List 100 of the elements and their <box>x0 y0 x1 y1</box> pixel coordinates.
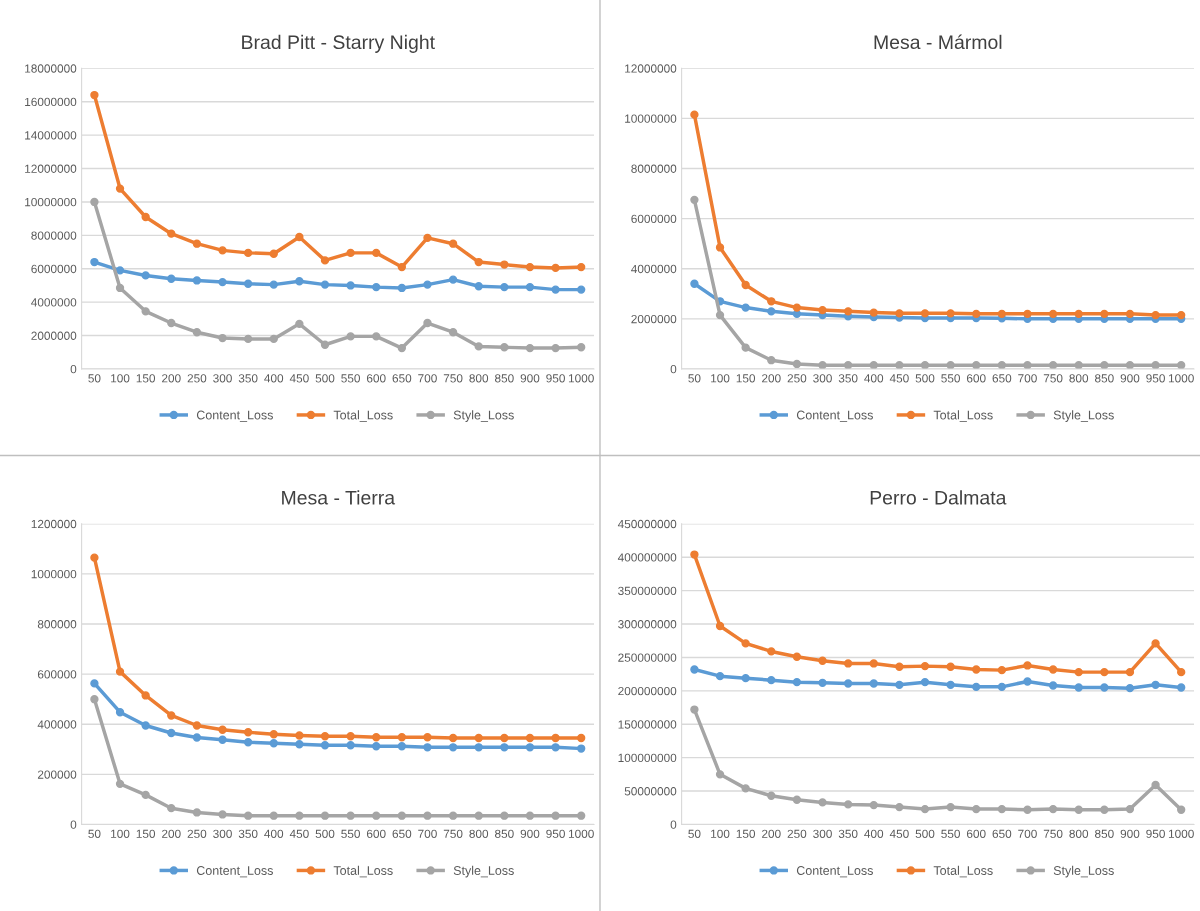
point <box>551 743 560 752</box>
point <box>448 275 458 284</box>
point <box>1177 310 1186 320</box>
point <box>500 343 509 352</box>
point <box>423 743 432 752</box>
x-tick-label: 50 <box>688 374 701 383</box>
point <box>474 743 483 752</box>
x-tick-label: 250 <box>787 374 807 383</box>
point <box>90 197 99 207</box>
point <box>767 356 776 365</box>
x-tick-label: 350 <box>838 374 858 383</box>
point <box>115 667 125 676</box>
point <box>500 811 509 820</box>
y-tick-label: 8000000 <box>631 164 677 173</box>
chart-title: Mesa - Mármol <box>874 34 1002 50</box>
x-tick-label: 850 <box>1095 374 1114 383</box>
point <box>895 802 904 812</box>
point <box>1048 309 1058 319</box>
point <box>972 361 981 369</box>
y-tick-label: 400000 <box>37 720 77 729</box>
point <box>1074 361 1083 369</box>
point <box>1125 684 1135 693</box>
point <box>1177 683 1186 692</box>
y-tick-label: 450000000 <box>617 519 677 529</box>
x-tick-label: 850 <box>495 374 514 383</box>
y-tick-label: 4000000 <box>31 298 77 307</box>
point <box>1125 309 1135 319</box>
x-tick-label: 400 <box>264 374 284 383</box>
point <box>474 282 483 291</box>
x-tick-label: 1000 <box>568 374 594 383</box>
point <box>218 810 227 819</box>
y-tick-label: 150000000 <box>618 720 677 729</box>
point <box>577 811 586 820</box>
legend-label: Style_Loss <box>453 865 514 878</box>
x-tick-label: 150 <box>136 829 156 838</box>
x-tick-label: 650 <box>992 374 1012 383</box>
x-tick-label: 300 <box>213 374 232 383</box>
point <box>115 266 125 275</box>
x-tick-label: 100 <box>711 829 730 838</box>
point <box>269 334 278 344</box>
point <box>320 811 330 820</box>
point <box>1023 661 1032 670</box>
y-tick-label: 400000000 <box>617 553 677 562</box>
point <box>818 798 827 807</box>
legend-label: Total_Loss <box>933 410 993 422</box>
point <box>346 248 355 258</box>
point <box>843 659 853 668</box>
point <box>397 262 407 272</box>
y-tick-label: 200000000 <box>618 686 677 696</box>
y-tick-label: 10000000 <box>625 114 677 123</box>
y-tick-label: 200000 <box>37 770 77 779</box>
point <box>843 800 853 809</box>
x-tick-label: 700 <box>1018 374 1037 383</box>
point <box>715 621 725 631</box>
y-tick-label: 8000000 <box>31 231 77 240</box>
point <box>115 283 125 293</box>
y-tick-label: 2000000 <box>631 314 677 324</box>
point <box>115 708 125 717</box>
y-tick-label: 14000000 <box>25 131 77 140</box>
x-tick-label: 150 <box>736 374 756 383</box>
point <box>1151 361 1160 369</box>
point <box>818 305 827 315</box>
point <box>690 705 699 714</box>
point <box>690 195 699 205</box>
x-tick-label: 400 <box>264 829 284 838</box>
point <box>869 361 878 369</box>
x-tick-label: 600 <box>366 374 386 383</box>
x-tick-label: 950 <box>546 829 565 838</box>
point <box>448 733 458 743</box>
point <box>295 740 304 749</box>
point <box>500 743 509 752</box>
x-tick-label: 250 <box>787 829 807 838</box>
point <box>1177 667 1186 677</box>
point <box>141 271 150 280</box>
point <box>715 243 725 252</box>
point <box>141 212 150 222</box>
y-tick-label: 6000000 <box>31 264 77 274</box>
point <box>1074 667 1083 677</box>
point <box>397 283 407 293</box>
x-tick-label: 150 <box>736 829 756 838</box>
x-tick-label: 800 <box>469 374 489 383</box>
y-tick-label: 6000000 <box>631 214 677 224</box>
point <box>525 811 535 820</box>
point <box>525 733 535 743</box>
x-tick-label: 900 <box>1120 829 1140 838</box>
point <box>218 735 227 744</box>
x-tick-label: 600 <box>966 829 986 838</box>
point <box>1100 667 1109 677</box>
legend-label: Total_Loss <box>333 865 393 878</box>
point <box>90 695 99 704</box>
point <box>218 277 227 287</box>
point <box>500 733 509 743</box>
x-tick-label: 1000 <box>1168 829 1194 838</box>
y-tick-label: 250000000 <box>618 653 677 662</box>
point <box>269 739 278 748</box>
point <box>715 671 725 681</box>
point <box>1125 804 1135 814</box>
point <box>869 308 878 317</box>
point <box>372 332 381 341</box>
point <box>551 811 560 820</box>
